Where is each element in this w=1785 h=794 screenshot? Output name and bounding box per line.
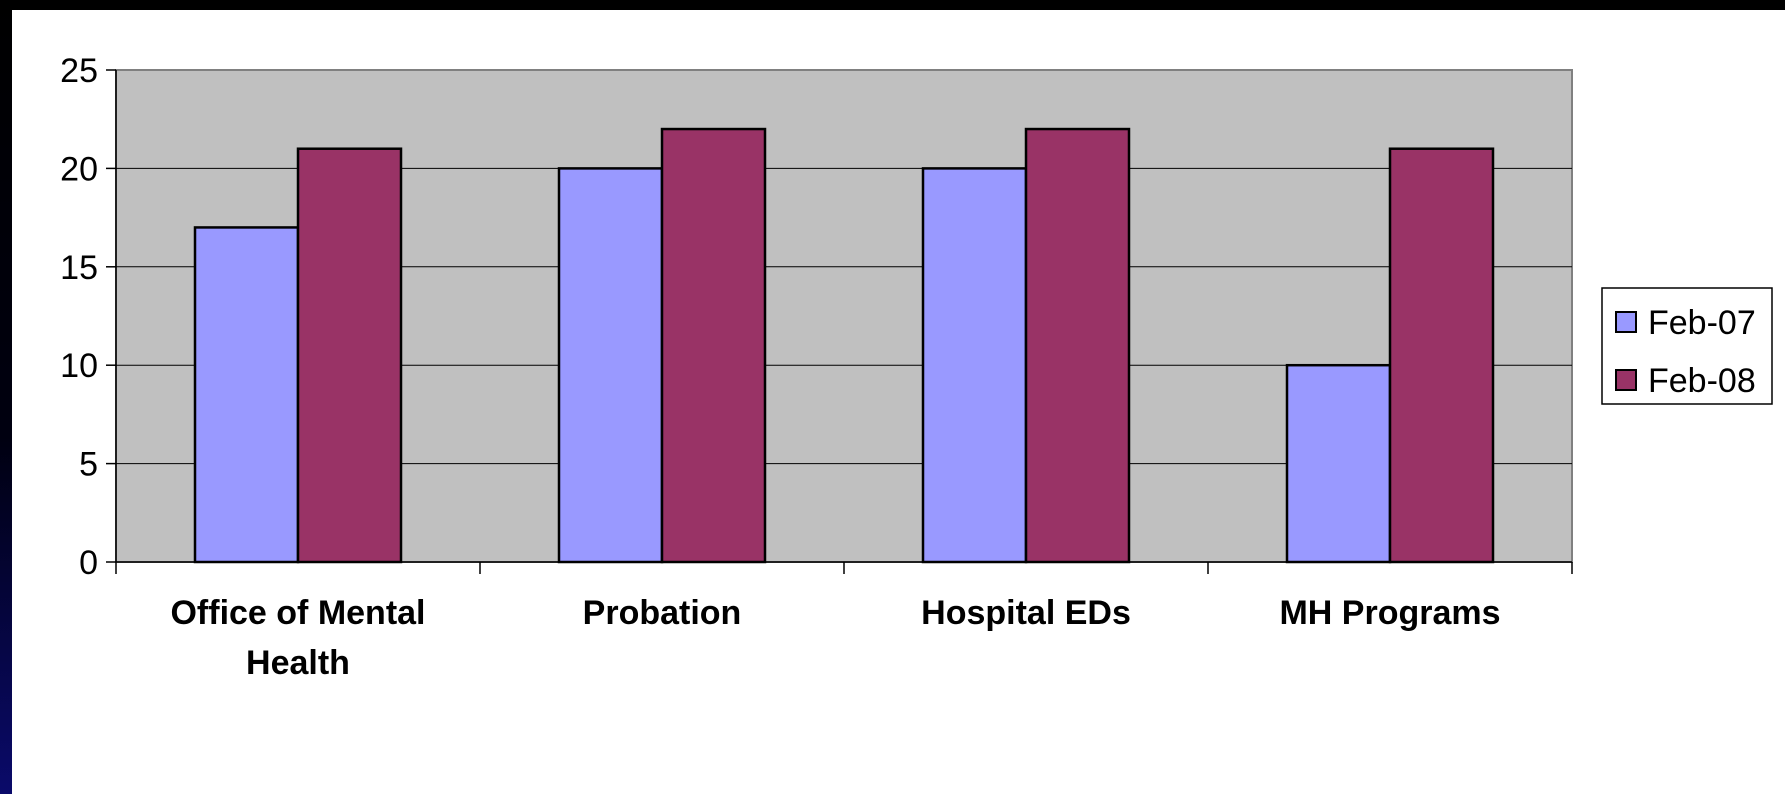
bar: [557, 167, 664, 564]
bar: [660, 127, 767, 564]
y-tick-label: 5: [79, 446, 98, 484]
x-category-label: Office of Mental: [170, 594, 425, 632]
bar-chart: 0 5 10 15 20 25 Office of Mental Health Probatio…: [60, 52, 1773, 682]
legend-swatch: [1615, 311, 1637, 333]
x-category-label: Health: [246, 644, 350, 682]
legend-swatch: [1615, 369, 1637, 391]
chart-frame: 0 5 10 15 20 25 Office of Mental Health Probatio…: [12, 10, 1785, 794]
bar: [1388, 147, 1495, 564]
y-tick-label: 10: [60, 347, 98, 385]
y-tick-label: 20: [60, 150, 98, 188]
x-category-label: Hospital EDs: [921, 594, 1131, 632]
y-tick-label: 25: [60, 52, 98, 90]
legend-label: Feb-07: [1648, 304, 1756, 342]
x-category-label: Probation: [583, 594, 742, 632]
bar: [921, 167, 1028, 564]
y-tick-label: 0: [79, 544, 98, 582]
x-category-label: MH Programs: [1279, 594, 1500, 632]
legend-label: Feb-08: [1648, 362, 1756, 400]
bar: [193, 226, 300, 564]
legend: [1601, 287, 1773, 405]
bar: [296, 147, 403, 564]
bar: [1024, 127, 1131, 564]
y-tick-label: 15: [60, 249, 98, 287]
bar: [1285, 363, 1392, 564]
